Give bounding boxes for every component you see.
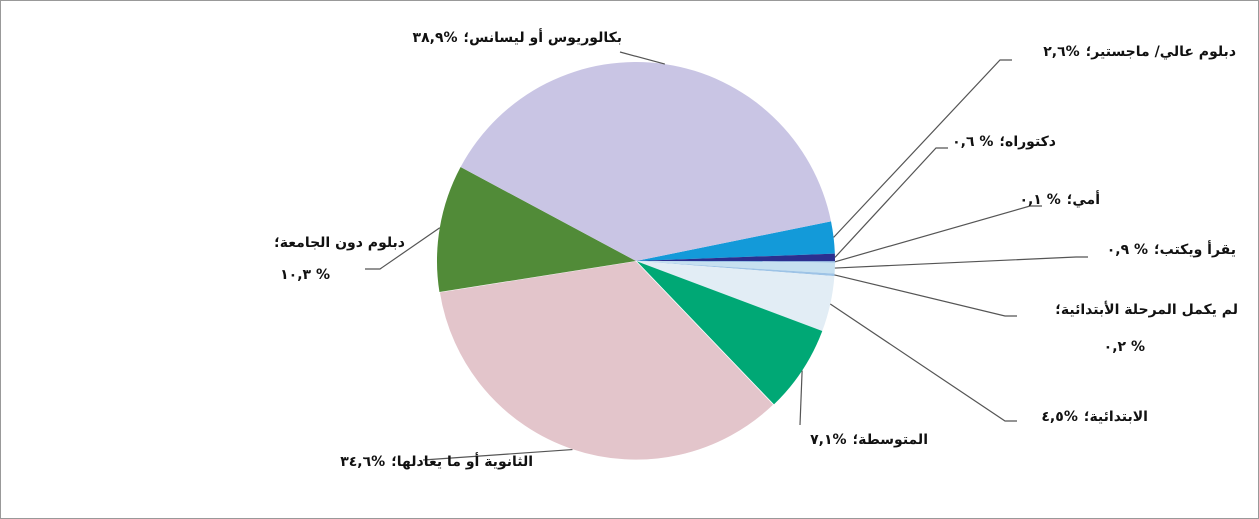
leader-line (422, 448, 573, 461)
pie-slice (636, 261, 823, 405)
slice-label: يقرأ ويكتب؛ (1154, 240, 1236, 258)
slice-label: المتوسطة؛ (853, 432, 928, 448)
pie-slice (438, 260, 775, 461)
pie-slice (636, 221, 835, 261)
leader-line (834, 147, 948, 258)
pie-slice (636, 261, 835, 274)
slice-label: الثانوية أو ما يعادلها؛ (391, 452, 533, 470)
slice-label: الابتدائية؛ (1084, 409, 1148, 425)
slice-label: لم يكمل المرحلة الأبتدائية؛ (1055, 301, 1238, 318)
leader-line (365, 227, 441, 270)
slice-value-label: ٧,١% (810, 432, 846, 448)
slice-value-label: ٠,١ % (1019, 192, 1060, 208)
pie-slice (636, 261, 835, 332)
pie-slice (437, 167, 636, 293)
slice-value-label: ٠,٢ % (1104, 339, 1145, 355)
slice-value-label: ٠,٦ % (952, 134, 993, 150)
slice-label: دبلوم عالي/ ماجستير؛ (1086, 44, 1236, 60)
slice-value-label: ١٠,٣ % (280, 267, 330, 283)
slice-value-label: ٠,٩ % (1107, 242, 1148, 258)
slice-label: بكالوريوس أو ليسانس؛ (464, 28, 622, 46)
pie-slice (636, 261, 835, 263)
leader-line (834, 256, 1088, 269)
pie-slice (636, 253, 835, 262)
leader-line (799, 370, 803, 426)
pie-slice (460, 62, 832, 261)
slice-value-label: ٤,٥% (1041, 409, 1077, 425)
leader-line (829, 303, 1017, 422)
slice-label: أمي؛ (1067, 190, 1100, 208)
slice-label: دبلوم دون الجامعة؛ (274, 235, 405, 251)
leader-line (619, 51, 666, 65)
leader-line (834, 274, 1017, 317)
slice-value-label: ٣٤,٦% (340, 454, 385, 470)
pie-slice (636, 261, 835, 277)
leader-line (833, 59, 1012, 238)
slice-value-label: ٣٨,٩% (413, 30, 458, 46)
leader-line (834, 205, 1042, 263)
slice-value-label: ٢,٦% (1043, 44, 1079, 60)
slice-label: دكتوراه؛ (999, 134, 1056, 150)
